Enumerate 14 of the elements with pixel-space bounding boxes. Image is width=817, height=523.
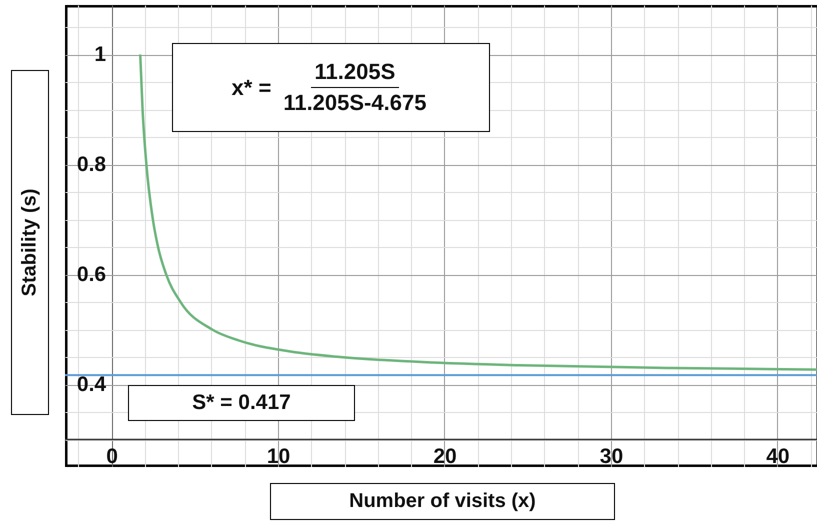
- y-tick-label: 0.4: [76, 373, 106, 396]
- y-axis-title: Stability (s): [18, 188, 42, 296]
- x-tick-label: 30: [600, 445, 624, 468]
- annotation: 11.205S: [310, 59, 400, 88]
- annotation: x* =: [232, 74, 272, 100]
- annotation: 11.205S-4.675: [282, 89, 428, 116]
- label-box: S* = 0.417: [128, 385, 355, 421]
- x-tick-label: 40: [766, 445, 790, 468]
- y-tick-label: 0.8: [76, 153, 106, 176]
- y-tick-label: 1: [94, 43, 106, 66]
- x-axis-title: Number of visits (x): [270, 483, 615, 520]
- x-tick-label: 10: [266, 445, 290, 468]
- y-tick-label: 0.6: [76, 263, 106, 286]
- x-tick-label: 20: [433, 445, 457, 468]
